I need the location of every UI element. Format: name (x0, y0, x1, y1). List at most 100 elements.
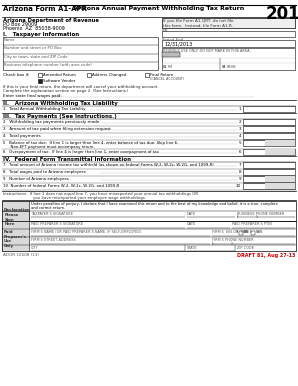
Bar (265, 183, 295, 189)
Bar (243, 119, 295, 125)
Text: 7   Total amount of Arizona income tax withheld (as shown on federal Forms W-2, : 7 Total amount of Arizona income tax wit… (3, 163, 214, 167)
Bar (243, 106, 295, 112)
Text: Arizona Department of Revenue: Arizona Department of Revenue (3, 18, 99, 23)
Text: 1   Total Annual Withholding Tax Liability: 1 Total Annual Withholding Tax Liability (3, 107, 86, 111)
Bar (243, 169, 295, 175)
Bar (145, 73, 149, 77)
Text: PAID PREPARER'S PTIN: PAID PREPARER'S PTIN (232, 222, 272, 226)
Text: SSN: SSN (256, 230, 263, 234)
Text: DATE: DATE (187, 222, 196, 226)
Text: Please
Sign
Here: Please Sign Here (5, 213, 19, 226)
Text: Number and street or PO Box: Number and street or PO Box (4, 46, 61, 50)
Text: 3   Amount of tax paid when filing extension request: 3 Amount of tax paid when filing extensi… (3, 127, 111, 131)
Text: Complete the explanation section on page 2. (See Instructions.): Complete the explanation section on page… (3, 89, 128, 93)
Text: FIRM'S NAME (OR PAID PREPARER'S NAME, IF SELF-EMPLOYED): FIRM'S NAME (OR PAID PREPARER'S NAME, IF… (31, 230, 142, 234)
Bar (2, 211, 29, 221)
Bar (243, 140, 295, 146)
Text: 04: 04 (222, 65, 226, 69)
Text: Amended Return: Amended Return (43, 73, 76, 77)
Text: Enter state final wages paid:: Enter state final wages paid: (3, 94, 62, 98)
Text: Phoenix  AZ  85038-9009: Phoenix AZ 85038-9009 (3, 26, 65, 31)
Text: ZIP CODE: ZIP CODE (237, 246, 254, 250)
Text: you have misreported your employee wage withholdings.: you have misreported your employee wage … (3, 196, 146, 200)
Text: 6: 6 (238, 150, 241, 154)
Text: City or town, state and ZIP Code: City or town, state and ZIP Code (4, 55, 68, 59)
Text: Arizona Annual Payment Withholding Tax Return: Arizona Annual Payment Withholding Tax R… (73, 6, 244, 11)
Bar (3, 37, 158, 70)
Text: III.  Tax Payments (See Instructions.): III. Tax Payments (See Instructions.) (3, 114, 117, 119)
Text: 3: 3 (238, 127, 241, 131)
Text: 8   Total wages paid to Arizona employees: 8 Total wages paid to Arizona employees (3, 170, 86, 174)
Text: 2013: 2013 (266, 5, 298, 23)
Bar (2, 201, 296, 221)
Bar (243, 162, 295, 168)
Text: Business telephone number (with area code): Business telephone number (with area cod… (4, 63, 92, 67)
Text: (: ( (237, 230, 239, 234)
Bar (38, 73, 42, 77)
Text: 6   Overpayment of tax:  If line 4 is larger than line 1, enter overpayment of t: 6 Overpayment of tax: If line 4 is large… (3, 150, 159, 154)
Text: 2: 2 (238, 120, 241, 124)
Text: (              ): ( ) (212, 242, 233, 246)
Text: 01: 01 (163, 65, 167, 69)
Text: 4: 4 (238, 134, 241, 138)
Bar (265, 176, 295, 182)
Bar (162, 40, 295, 47)
Text: TAXPAYER'S SIGNATURE: TAXPAYER'S SIGNATURE (31, 212, 73, 216)
Text: FIRM'S  EIN OR  SSN: FIRM'S EIN OR SSN (212, 230, 248, 234)
Text: ): ) (250, 230, 252, 234)
Bar (243, 149, 295, 155)
Bar (162, 31, 295, 37)
Text: CITY: CITY (31, 246, 39, 250)
Text: Declaration: Declaration (4, 208, 31, 212)
Text: Final Return: Final Return (150, 73, 173, 77)
Text: 10: 10 (236, 184, 241, 188)
Text: II.   Arizona Withholding Tax Liability: II. Arizona Withholding Tax Liability (3, 101, 118, 106)
Text: Under penalties of perjury, I declare that I have examined this return and to th: Under penalties of perjury, I declare th… (31, 202, 278, 206)
Text: REVENUE USE ONLY. DO NOT MARK IN THIS AREA.: REVENUE USE ONLY. DO NOT MARK IN THIS AR… (163, 49, 251, 53)
Bar (162, 52, 180, 57)
Text: Check box if:: Check box if: (3, 73, 30, 77)
Text: IV.  Federal Form Transmittal Information: IV. Federal Form Transmittal Information (3, 157, 131, 162)
Text: Address Changed: Address Changed (92, 73, 126, 77)
Text: Software Vendor: Software Vendor (43, 79, 75, 83)
Bar (243, 133, 295, 139)
Text: If this is your final return, the department will cancel your withholding accoun: If this is your final return, the depart… (3, 85, 159, 89)
Text: ADOR 10608 (13): ADOR 10608 (13) (3, 253, 39, 257)
Text: 9   Number of Arizona employees: 9 Number of Arizona employees (3, 177, 69, 181)
Bar (243, 183, 295, 189)
Bar (162, 48, 295, 70)
Bar (251, 231, 255, 235)
Bar (243, 126, 295, 132)
Text: Non-EFT payment must accompany return.: Non-EFT payment must accompany return. (3, 145, 95, 149)
Text: 5   Balance of tax due:  If line 1 is larger than line 4, enter balance of tax d: 5 Balance of tax due: If line 1 is large… (3, 141, 178, 145)
Text: PO Box 29009: PO Box 29009 (3, 22, 37, 27)
Text: 7: 7 (238, 163, 241, 167)
Text: EIN: EIN (162, 29, 168, 33)
Text: BUSINESS PHONE NUMBER: BUSINESS PHONE NUMBER (237, 212, 284, 216)
Text: FIRM'S STREET ADDRESS: FIRM'S STREET ADDRESS (31, 238, 76, 242)
Bar (162, 18, 295, 28)
Text: 12/31/2013: 12/31/2013 (164, 41, 192, 46)
Bar (265, 140, 295, 146)
Text: Paid
Preparer's
Use
Only: Paid Preparer's Use Only (4, 230, 27, 248)
Text: DRAFT 81, Aug 27-13: DRAFT 81, Aug 27-13 (237, 253, 295, 258)
Text: 2   Withholding tax payments previously made: 2 Withholding tax payments previously ma… (3, 120, 99, 124)
Bar (239, 231, 243, 235)
Text: (              ): ( ) (237, 215, 258, 219)
Text: PM: PM (168, 65, 173, 69)
Text: 8: 8 (238, 170, 241, 174)
Text: (CANCEL ACCOUNT): (CANCEL ACCOUNT) (150, 77, 184, 81)
Bar (265, 149, 295, 155)
Bar (243, 176, 295, 182)
Text: FIRM'S PHONE NUMBER: FIRM'S PHONE NUMBER (212, 238, 254, 242)
Text: 9: 9 (238, 177, 241, 181)
Text: Period End: Period End (162, 38, 183, 42)
Text: DATE: DATE (187, 212, 196, 216)
Text: REVB: REVB (227, 65, 237, 69)
Bar (2, 201, 29, 221)
Bar (38, 79, 42, 83)
Text: 1: 1 (238, 107, 241, 111)
Text: 5: 5 (238, 141, 241, 145)
Bar (87, 73, 91, 77)
Text: Name: Name (4, 38, 15, 42)
